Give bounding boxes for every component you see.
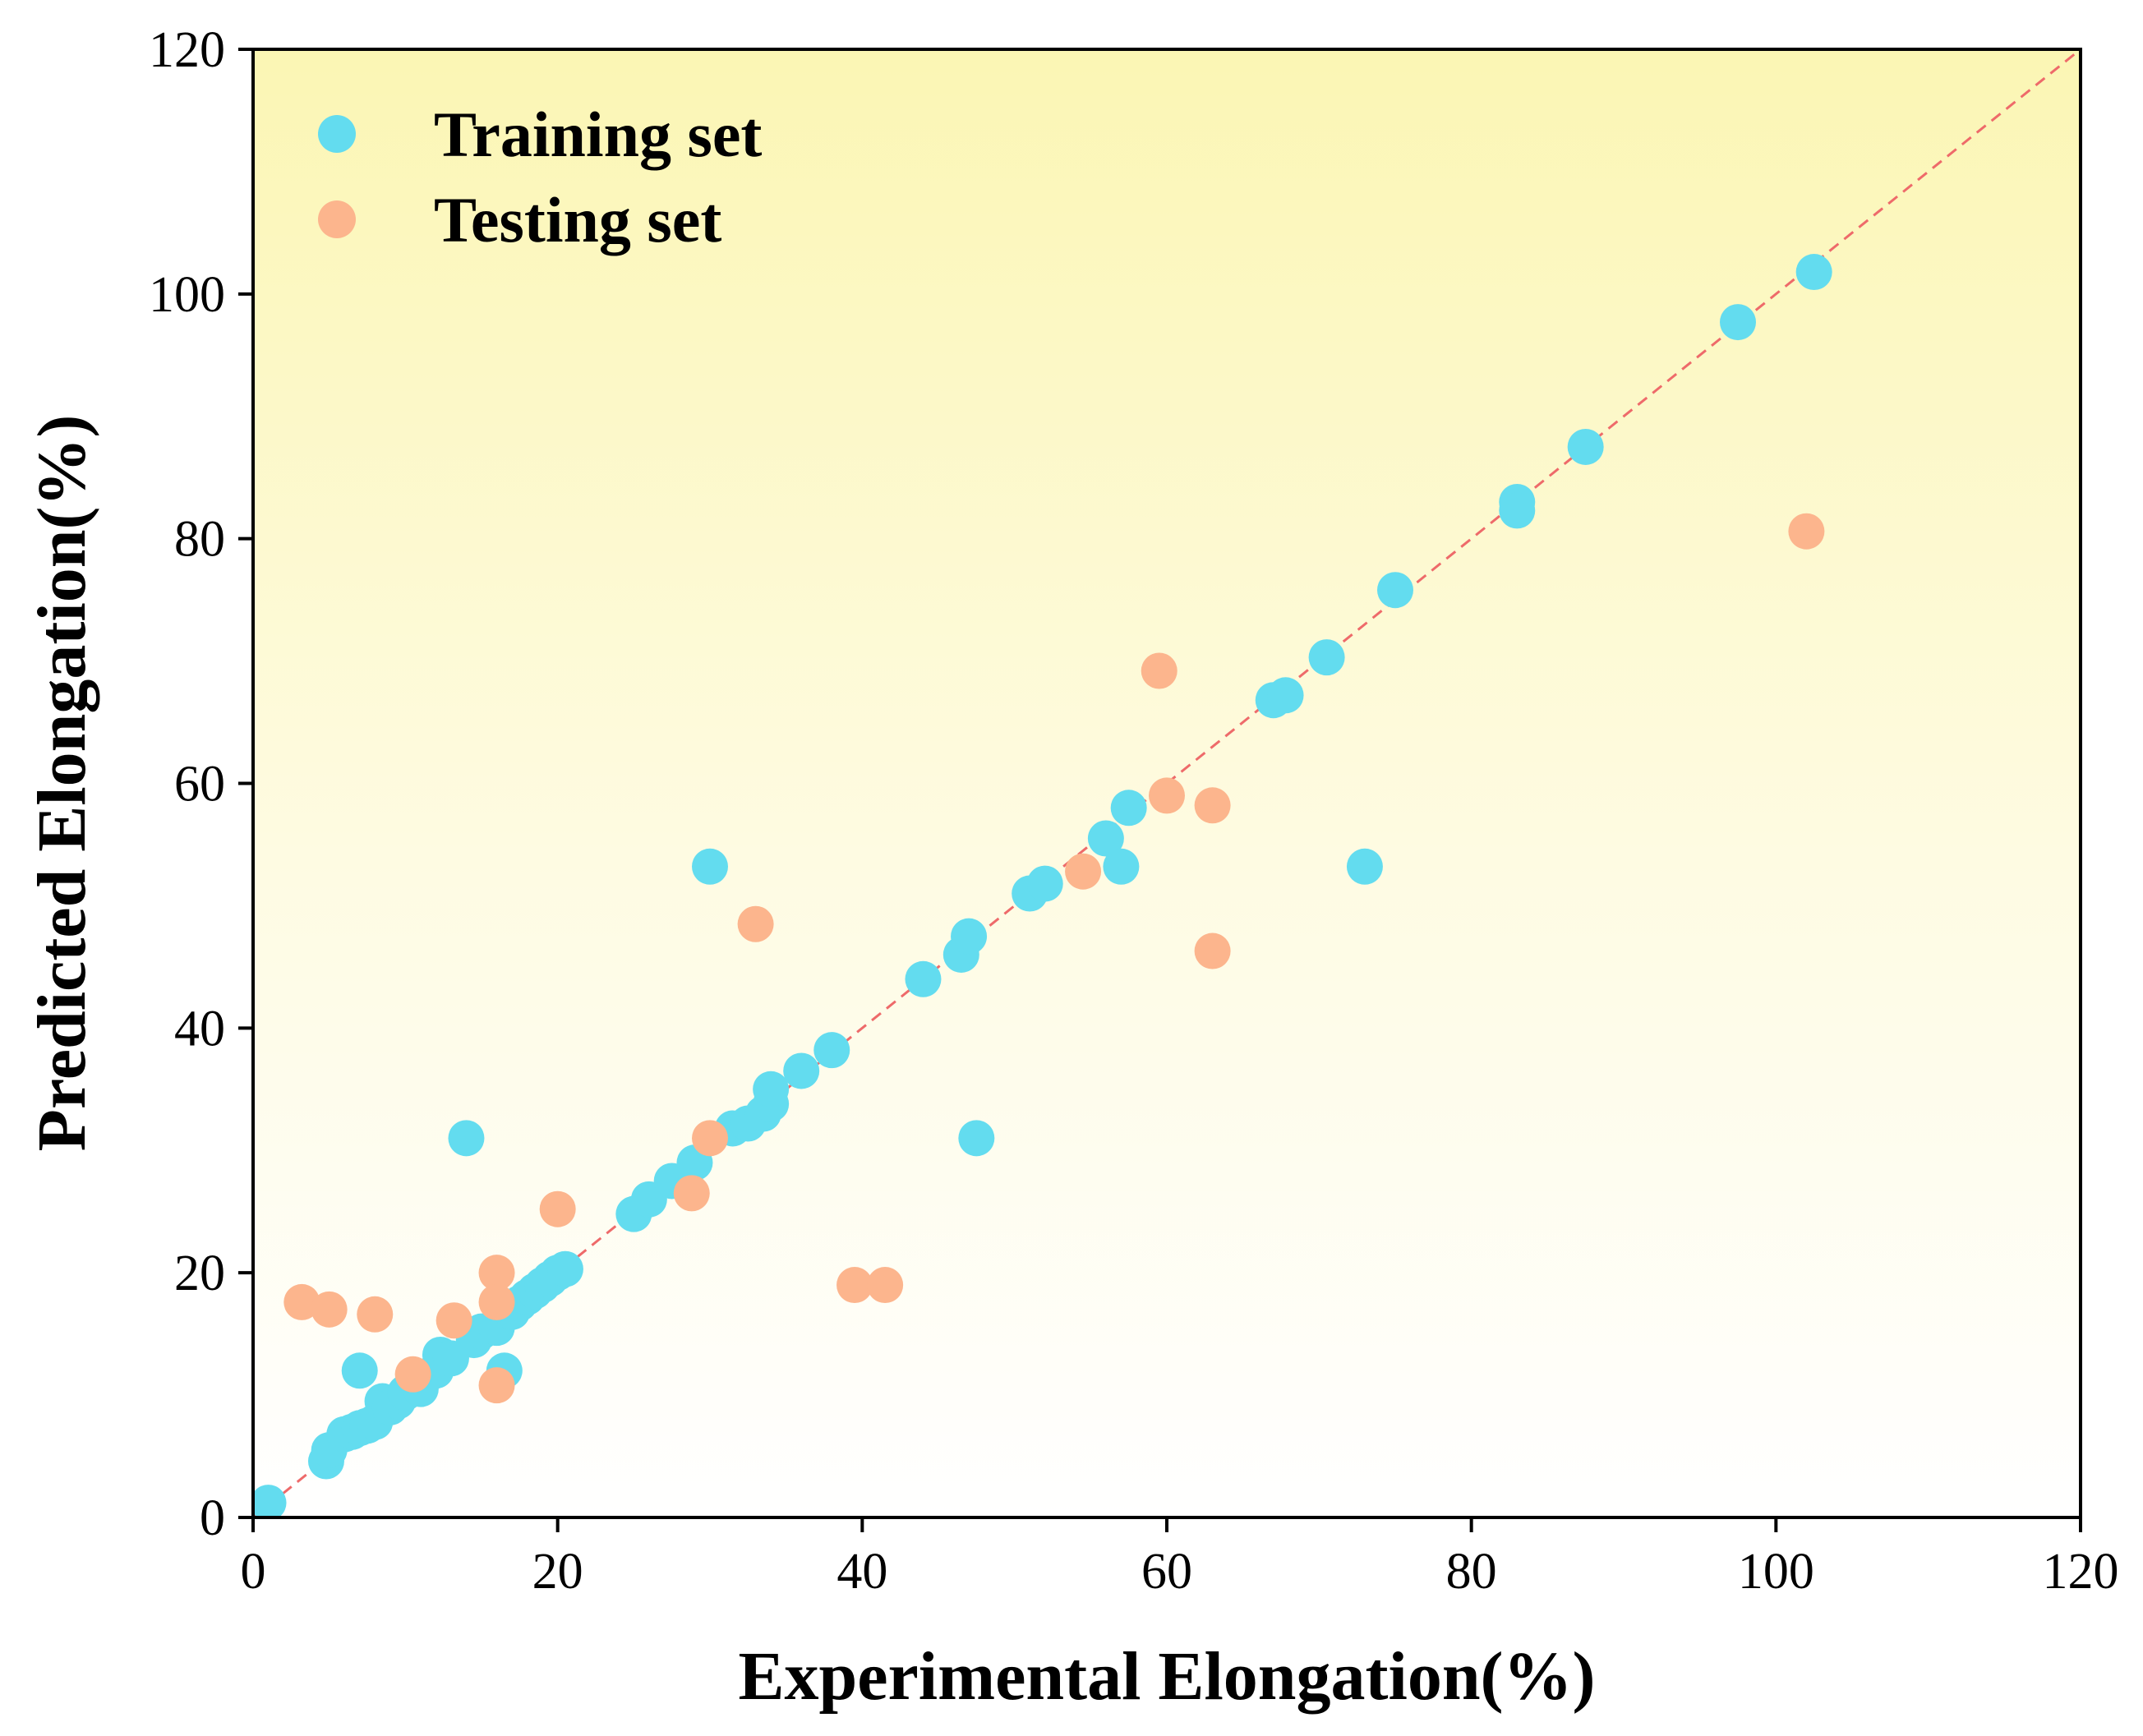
data-point-training-set <box>253 1485 287 1517</box>
data-point-testing-set <box>478 1283 515 1320</box>
data-point-testing-set <box>357 1296 394 1333</box>
y-tick-label: 0 <box>200 1490 225 1546</box>
data-point-training-set <box>546 1250 583 1287</box>
data-point-training-set <box>813 1032 850 1069</box>
data-point-training-set <box>1377 572 1413 609</box>
data-point-testing-set <box>478 1255 515 1292</box>
legend-marker-testing <box>318 200 356 238</box>
data-point-testing-set <box>1141 652 1177 689</box>
data-point-training-set <box>905 960 942 997</box>
y-axis-title: Predicted Elongation(%) <box>24 415 100 1152</box>
data-point-training-set <box>1267 677 1304 714</box>
y-tick-label: 40 <box>174 1001 225 1057</box>
data-point-training-set <box>1720 304 1756 341</box>
data-point-testing-set <box>1194 787 1231 824</box>
legend: Training set Testing set <box>318 99 762 256</box>
data-point-training-set <box>1499 492 1536 529</box>
data-point-testing-set <box>836 1267 873 1304</box>
y-tick-label: 120 <box>149 22 225 78</box>
x-tick-label: 80 <box>1446 1544 1497 1600</box>
y-tick-label: 100 <box>149 267 225 323</box>
y-tick-label: 20 <box>174 1246 225 1301</box>
data-point-training-set <box>1026 865 1063 902</box>
data-point-testing-set <box>1194 932 1231 969</box>
data-point-training-set <box>448 1120 485 1157</box>
x-tick-label: 0 <box>241 1544 266 1600</box>
data-point-testing-set <box>283 1283 320 1320</box>
data-point-training-set <box>958 1120 995 1157</box>
data-point-testing-set <box>673 1175 710 1212</box>
data-point-training-set <box>1087 820 1124 857</box>
data-point-training-set <box>1103 848 1140 885</box>
data-point-testing-set <box>1149 777 1185 814</box>
data-point-training-set <box>1346 848 1383 885</box>
data-point-training-set <box>1110 790 1147 827</box>
data-point-testing-set <box>436 1302 472 1339</box>
x-axis-title: Experimental Elongation(%) <box>739 1638 1596 1715</box>
x-tick-label: 40 <box>836 1544 887 1600</box>
data-point-training-set <box>783 1052 820 1089</box>
x-tick-label: 100 <box>1738 1544 1814 1600</box>
data-point-training-set <box>692 848 728 885</box>
legend-label-training: Training set <box>434 99 762 170</box>
data-point-testing-set <box>311 1291 348 1328</box>
data-point-training-set <box>951 918 988 955</box>
x-tick-label: 120 <box>2043 1544 2119 1600</box>
data-point-training-set <box>1308 639 1345 676</box>
data-point-training-set <box>1795 254 1832 291</box>
y-tick-label: 80 <box>174 512 225 568</box>
data-point-training-set <box>753 1071 790 1107</box>
legend-label-testing: Testing set <box>434 184 721 256</box>
legend-marker-training <box>318 115 356 153</box>
y-tick-label: 60 <box>174 757 225 813</box>
data-point-testing-set <box>1788 513 1825 550</box>
data-point-testing-set <box>737 905 774 942</box>
x-tick-label: 60 <box>1141 1544 1192 1600</box>
data-point-testing-set <box>867 1267 904 1304</box>
data-point-testing-set <box>394 1356 431 1393</box>
x-tick-label: 20 <box>532 1544 583 1600</box>
data-point-training-set <box>1567 428 1604 465</box>
data-point-training-set <box>341 1352 378 1389</box>
data-point-testing-set <box>692 1120 728 1157</box>
data-point-testing-set <box>478 1367 515 1404</box>
data-point-testing-set <box>1065 853 1102 890</box>
data-point-testing-set <box>539 1190 576 1227</box>
